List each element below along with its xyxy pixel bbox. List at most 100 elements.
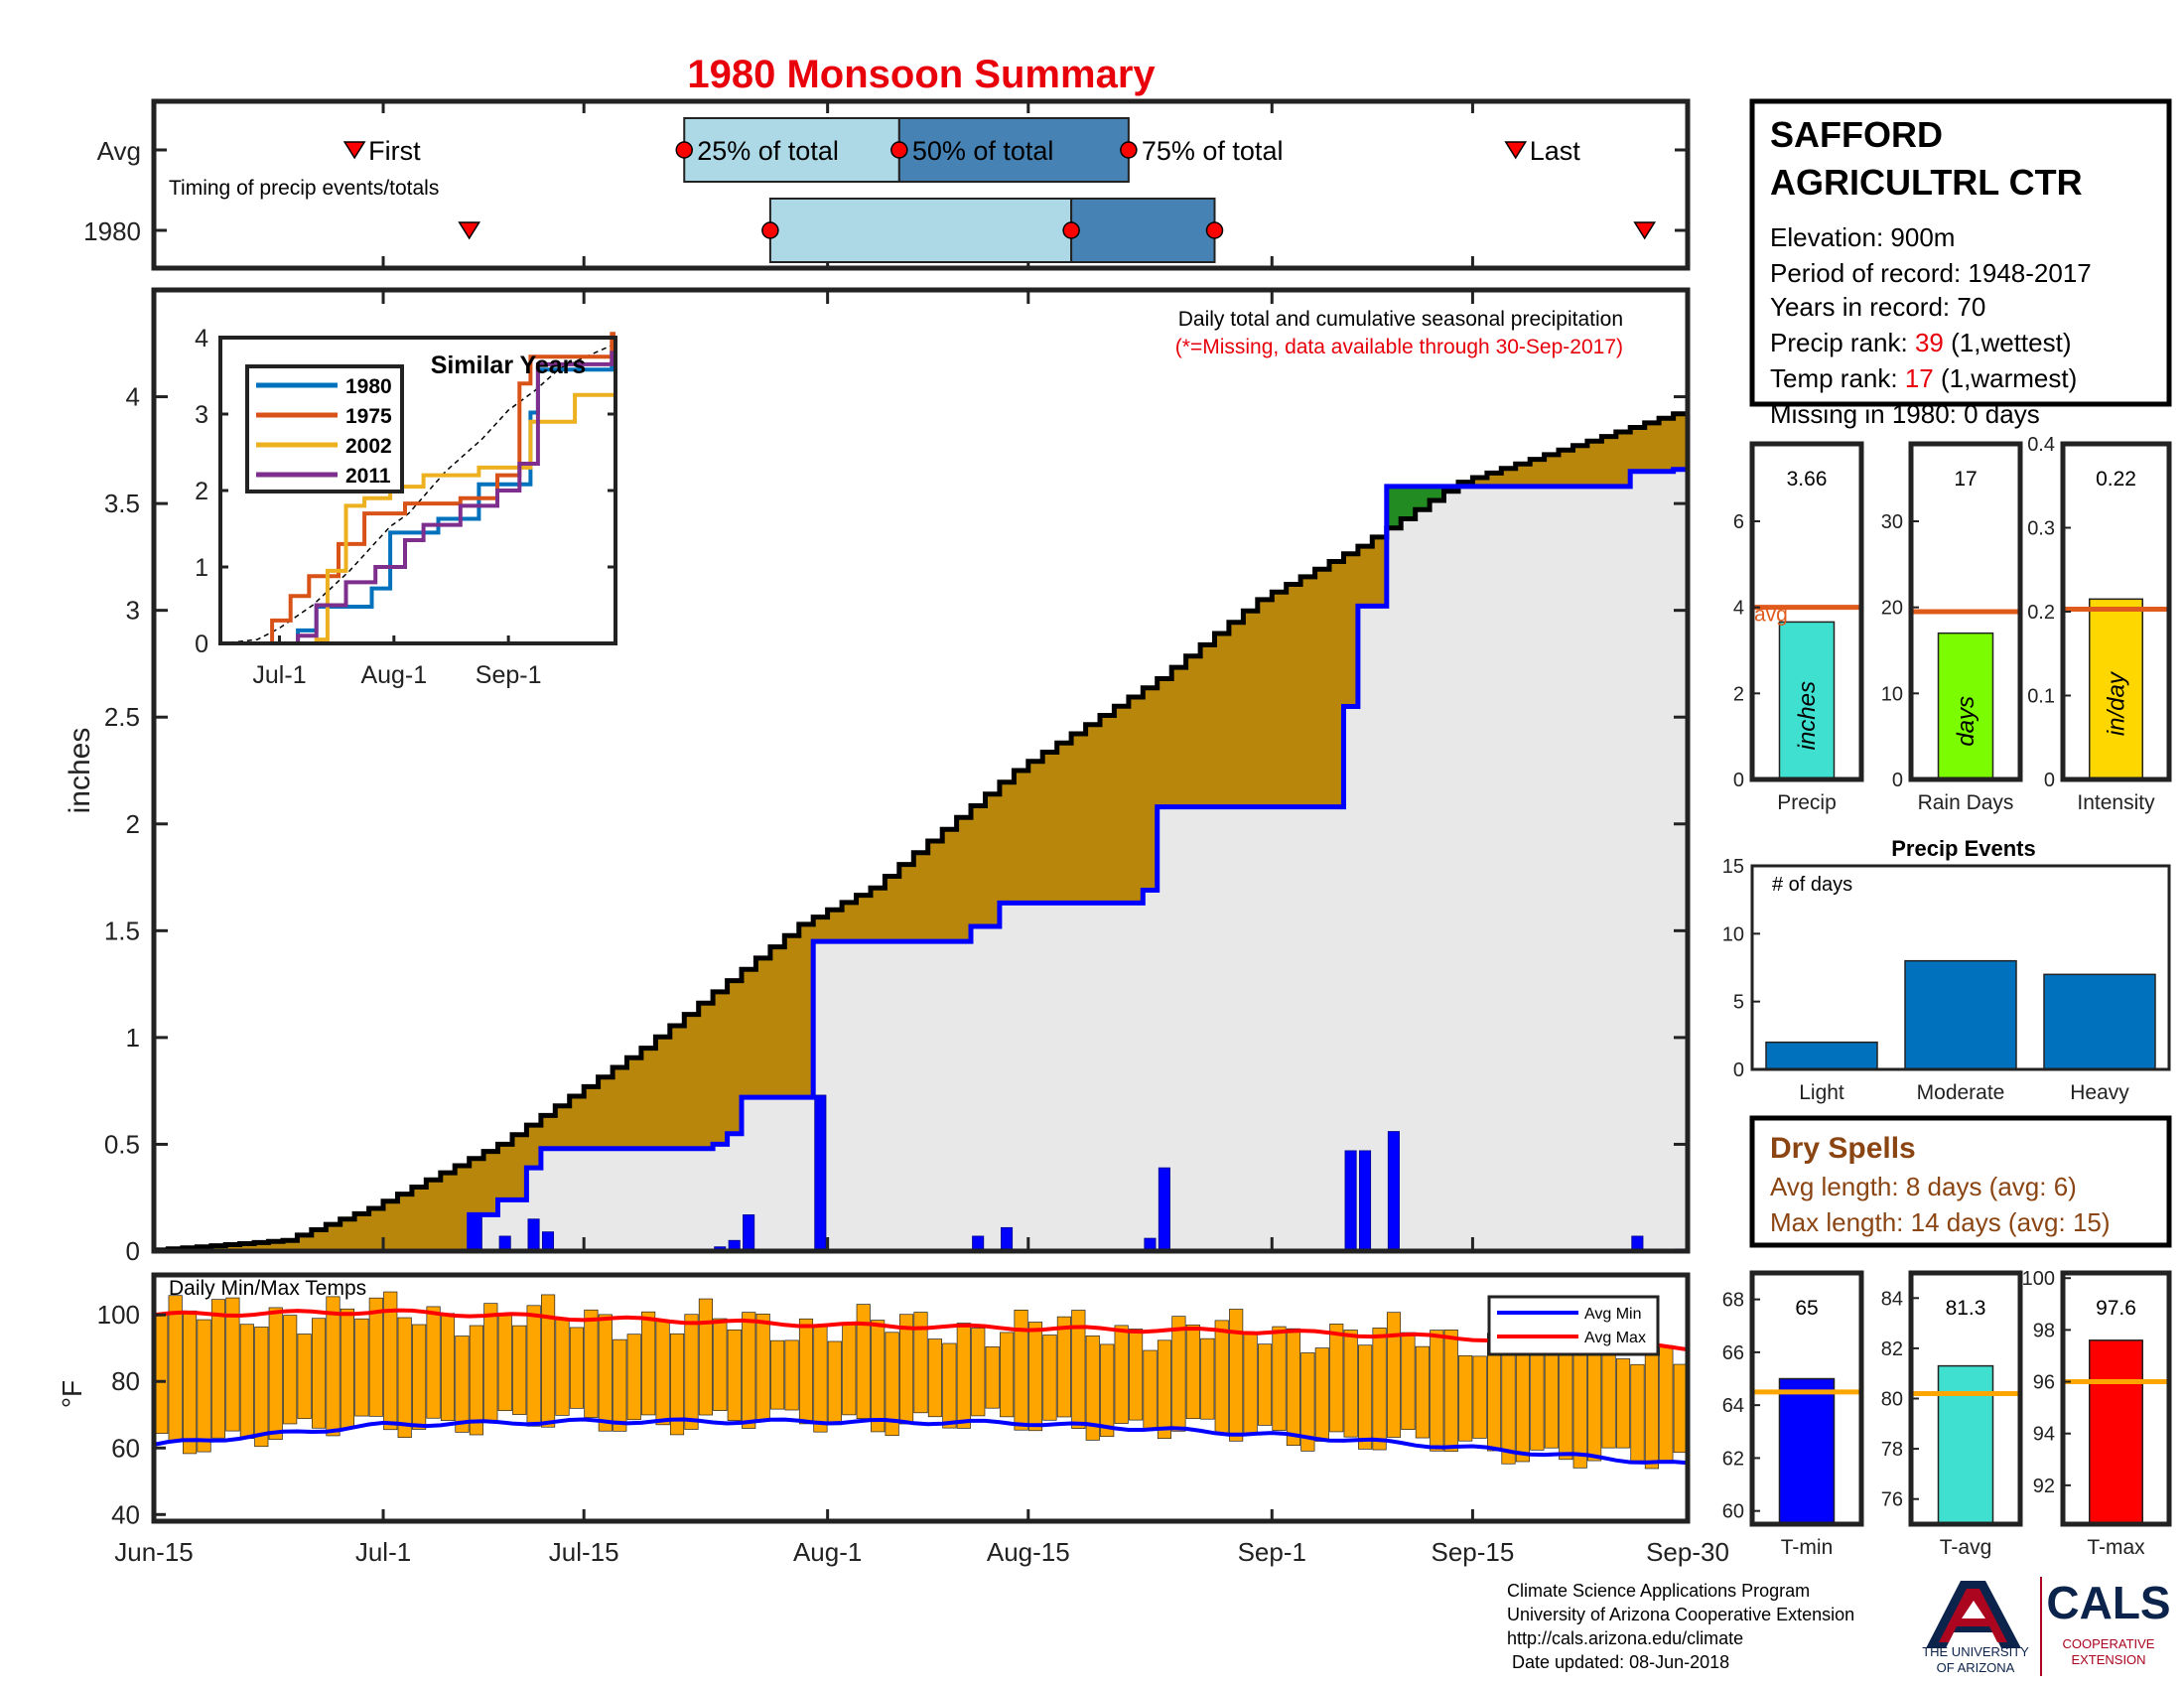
daily-temp-range-bar xyxy=(598,1314,613,1432)
station-missing: Missing in 1980: 0 days xyxy=(1770,399,2040,429)
daily-temp-range-bar xyxy=(1243,1332,1258,1435)
inset-y-tick-label: 2 xyxy=(195,478,208,505)
avg-min-temp-line xyxy=(153,1417,1689,1466)
tempstat-t-avg-value-label: 81.3 xyxy=(1946,1297,1986,1320)
date-x-tick-label: Sep-30 xyxy=(1646,1537,1729,1567)
precip-events-y-tick-label: 15 xyxy=(1722,856,1744,878)
timing-quartile-marker xyxy=(761,221,779,239)
daily-temp-range-bar xyxy=(1358,1344,1373,1450)
precip-y-tick-label: 1.5 xyxy=(104,915,140,945)
station-precip-rank: Precip rank: 39 (1,wettest) xyxy=(1770,328,2072,357)
daily-temp-range-bar xyxy=(956,1323,971,1429)
tempstat-t-min-value-label: 65 xyxy=(1795,1297,1818,1320)
avg-max-temp-line xyxy=(153,1308,1689,1352)
temp-rank-note: (1,warmest) xyxy=(1941,363,2077,393)
precip-events-title: Precip Events xyxy=(1891,836,2036,861)
precip-events-y-tick-label: 10 xyxy=(1722,923,1744,945)
temp-chart-marks: 40 60 80 100 xyxy=(97,1291,1690,1529)
timing-first-last-marker xyxy=(342,141,366,160)
daily-precip-bar xyxy=(541,1231,555,1252)
inset-legend-label-2002: 2002 xyxy=(345,435,392,458)
inset-legend-label-1975: 1975 xyxy=(345,405,392,428)
daily-temp-range-bar xyxy=(1071,1310,1086,1429)
daily-temp-range-bar xyxy=(197,1319,211,1453)
timing-row-year-label: 1980 xyxy=(83,216,141,246)
daily-temp-range-bar xyxy=(1100,1343,1115,1438)
timing-markers: First 25% of total 50% of total 75% of tota… xyxy=(152,101,1690,268)
stat-rain-days-unit-label: days xyxy=(1953,696,1979,747)
precip-event-bar-moderate xyxy=(1904,959,2017,1070)
temp-y-tick-label: 40 xyxy=(111,1499,140,1529)
daily-temp-range-bar xyxy=(885,1332,899,1437)
stat-precip-frame xyxy=(1749,441,1864,782)
daily-temp-range-bar xyxy=(440,1313,456,1421)
stat-rain-days-frame xyxy=(1908,441,2023,782)
station-period: Period of record: 1948-2017 xyxy=(1770,258,2092,288)
stat-precip-unit-label: inches xyxy=(1794,681,1821,750)
tempstat-t-avg-y-tick-label: 76 xyxy=(1881,1489,1903,1511)
daily-precip-bar xyxy=(743,1214,755,1252)
precip-events-frame xyxy=(1750,864,2171,1071)
inset-frame xyxy=(218,336,617,645)
daily-temp-range-bar xyxy=(1014,1310,1028,1431)
tempstat-t-avg-y-tick-label: 78 xyxy=(1881,1439,1903,1461)
daily-temp-range-bar xyxy=(412,1324,427,1430)
daily-precip-bar xyxy=(1001,1226,1014,1252)
date-x-tick-label: Jul-15 xyxy=(549,1537,619,1567)
tempstat-t-max-value-bar xyxy=(2089,1339,2143,1525)
stat-intensity-y-tick-label: 0.4 xyxy=(2027,434,2055,456)
daily-temp-range-bar xyxy=(698,1298,713,1416)
precip-event-bar-light xyxy=(1765,1041,1878,1070)
stat-precip-category-label: Precip xyxy=(1777,791,1837,814)
daily-temp-range-bar xyxy=(871,1320,886,1433)
tempstat-t-avg-value-bar xyxy=(1937,1364,1994,1525)
stat-rain-days-y-tick-label: 10 xyxy=(1881,683,1903,705)
precip-rank-note: (1,wettest) xyxy=(1951,328,2071,357)
inset-x-tick-label: Sep-1 xyxy=(476,661,542,689)
inset-x-tick-label: Aug-1 xyxy=(360,661,427,689)
daily-temp-range-bar xyxy=(340,1308,354,1429)
stat-precip-average-label: avg xyxy=(1754,604,1788,627)
precip-rank-label: Precip rank: xyxy=(1770,328,1908,357)
daily-temp-range-bar xyxy=(154,1314,169,1434)
station-years: Years in record: 70 xyxy=(1770,292,1985,322)
dry-spells-box: Dry Spells Avg length: 8 days (avg: 6) M… xyxy=(1749,1115,2172,1248)
daily-temp-range-bar xyxy=(183,1310,198,1455)
stat-precip-value-label: 3.66 xyxy=(1787,468,1828,491)
precip-y-tick-label: 3 xyxy=(126,596,140,626)
date-x-tick-label: Sep-15 xyxy=(1431,1537,1514,1567)
precip-y-axis-label: inches xyxy=(64,728,96,814)
daily-temp-range-bar xyxy=(1286,1328,1300,1447)
timing-first-label: First xyxy=(368,136,421,166)
stat-intensity-unit-label: in/day xyxy=(2104,670,2130,736)
daily-temp-range-bar xyxy=(713,1318,728,1411)
daily-temp-range-bar xyxy=(368,1297,383,1417)
footer-line1: Climate Science Applications Program xyxy=(1507,1581,1810,1601)
tempstat-t-min-value-bar xyxy=(1778,1377,1836,1525)
daily-temp-range-bar xyxy=(655,1320,670,1426)
daily-temp-range-bar xyxy=(1644,1342,1659,1470)
dry-spells-frame xyxy=(1749,1115,2172,1248)
timing-quartile-marker xyxy=(1120,141,1138,159)
precip-y-tick-label: 2.5 xyxy=(104,702,140,732)
temp-chart: 40 60 80 100 Daily Min/Max Temps °F Avg Min… xyxy=(57,1272,1691,1529)
timing-q25-q50-box xyxy=(768,198,1073,263)
date-x-tick-label: Jul-1 xyxy=(355,1537,411,1567)
tempstat-t-max-y-tick-label: 92 xyxy=(2033,1476,2055,1497)
stat-intensity-y-tick-label: 0 xyxy=(2044,770,2055,791)
footer-line2: University of Arizona Cooperative Extens… xyxy=(1507,1605,1854,1624)
surplus-area-segment xyxy=(1415,486,1431,510)
daily-temp-range-bar xyxy=(1572,1350,1587,1469)
daily-precip-bar xyxy=(1344,1150,1357,1252)
inset-y-tick-label: 1 xyxy=(195,554,208,582)
daily-temp-range-bar xyxy=(942,1342,957,1429)
daily-temp-range-bar xyxy=(455,1336,470,1433)
daily-precip-bar xyxy=(814,1094,827,1252)
precip-event-category-label: Light xyxy=(1799,1081,1844,1104)
daily-precip-bar xyxy=(1387,1131,1400,1252)
daily-temp-range-bar xyxy=(1300,1352,1315,1452)
timing-quartile-marker xyxy=(890,141,908,159)
daily-precip-bar xyxy=(1158,1167,1170,1252)
daily-precip-bar xyxy=(527,1218,540,1252)
precip-events-y-label: # of days xyxy=(1772,874,1852,896)
